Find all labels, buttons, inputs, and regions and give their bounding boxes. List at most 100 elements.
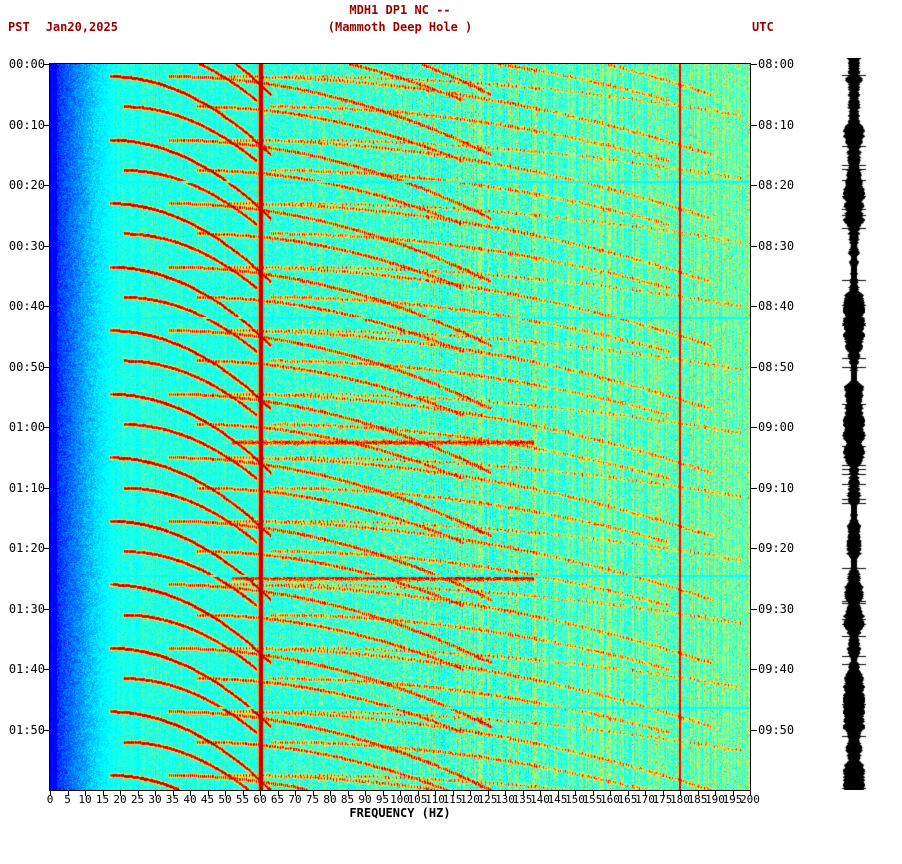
freq-tick-label: 110: [425, 793, 445, 806]
freq-tick-mark: [260, 791, 261, 796]
time-tick-mark-right: [751, 245, 757, 247]
freq-tick-mark: [417, 791, 419, 796]
freq-tick-mark: [557, 791, 559, 796]
time-tick-right-label: 09:40: [758, 662, 795, 676]
freq-tick-label: 85: [340, 793, 355, 806]
freq-tick-label: 0: [46, 793, 54, 806]
time-tick-mark-right: [751, 427, 757, 428]
time-tick-mark-right: [751, 366, 757, 368]
freq-tick-mark: [470, 791, 471, 796]
freq-tick-mark: [225, 791, 226, 796]
time-tick-mark-right: [751, 608, 757, 610]
time-tick-mark-right: [751, 729, 757, 731]
time-tick-mark-right: [751, 64, 757, 65]
freq-tick-mark: [400, 791, 401, 796]
time-tick-mark-left: [44, 245, 50, 247]
page-subtitle: (Mammoth Deep Hole ): [327, 20, 473, 34]
time-tick-right-label: 09:00: [758, 420, 795, 434]
freq-tick-mark: [575, 791, 576, 796]
freq-tick-label: 10: [78, 793, 92, 806]
time-tick-mark-left: [44, 366, 50, 368]
time-tick-mark-left: [44, 124, 50, 126]
freq-tick-label: 55: [235, 793, 250, 806]
time-tick-mark-left: [44, 185, 50, 186]
freq-tick-mark: [487, 791, 489, 796]
freq-tick-label: 50: [218, 793, 232, 806]
freq-tick-label: 160: [600, 793, 620, 806]
time-tick-mark-right: [751, 124, 757, 126]
freq-tick-label: 155: [582, 793, 603, 806]
time-tick-left-label: 00:10: [8, 117, 45, 132]
freq-tick-mark: [242, 791, 244, 796]
freq-tick-label: 100: [390, 793, 410, 806]
time-tick-mark-right: [751, 487, 757, 489]
freq-tick-mark: [120, 791, 121, 796]
freq-tick-label: 25: [130, 793, 145, 806]
time-tick-right-label: 09:20: [758, 541, 795, 555]
freq-tick-label: 5: [64, 793, 71, 806]
freq-tick-mark: [207, 791, 209, 796]
time-tick-right-label: 08:00: [758, 57, 795, 71]
freq-tick-mark: [67, 791, 69, 796]
freq-tick-label: 185: [687, 793, 708, 806]
freq-tick-mark: [592, 791, 594, 796]
freq-tick-label: 180: [670, 793, 690, 806]
freq-tick-mark: [172, 791, 174, 796]
freq-tick-label: 170: [635, 793, 655, 806]
time-tick-left-label: 00:20: [8, 178, 45, 192]
page-title: MDH1 DP1 NC --: [349, 3, 451, 17]
freq-tick-label: 95: [375, 793, 390, 806]
time-tick-left-label: 00:00: [8, 57, 45, 71]
freq-tick-label: 80: [323, 793, 337, 806]
time-tick-right-label: 09:30: [758, 601, 795, 616]
freq-tick-label: 195: [722, 793, 743, 806]
freq-tick-mark: [50, 791, 51, 796]
time-tick-left-label: 01:40: [8, 662, 45, 676]
freq-tick-mark: [365, 791, 366, 796]
freq-tick-mark: [540, 791, 541, 796]
freq-tick-label: 70: [288, 793, 302, 806]
freq-tick-mark: [697, 791, 699, 796]
freq-tick-mark: [645, 791, 646, 796]
freq-tick-mark: [610, 791, 611, 796]
time-tick-mark-left: [44, 669, 50, 670]
time-tick-mark-right: [751, 306, 757, 307]
time-tick-mark-left: [44, 608, 50, 610]
freq-tick-mark: [435, 791, 436, 796]
freq-tick-label: 15: [95, 793, 110, 806]
time-tick-right-label: 09:10: [758, 480, 795, 495]
freq-tick-label: 35: [165, 793, 180, 806]
freq-tick-mark: [382, 791, 384, 796]
time-tick-left-label: 01:30: [8, 601, 45, 616]
time-tick-right-label: 08:40: [758, 299, 795, 313]
freq-tick-label: 40: [183, 793, 197, 806]
time-tick-mark-right: [751, 185, 757, 186]
time-tick-right-label: 08:50: [758, 359, 795, 374]
amplitude-trace-strip: [840, 58, 868, 790]
freq-tick-label: 165: [617, 793, 638, 806]
freq-tick-label: 75: [305, 793, 320, 806]
time-tick-mark-left: [44, 306, 50, 307]
time-tick-right-label: 09:50: [758, 722, 795, 737]
timezone-left: PST Jan20,2025: [8, 20, 118, 34]
date-label: Jan20,2025: [45, 20, 118, 34]
frequency-axis-title: FREQUENCY (HZ): [349, 806, 451, 820]
freq-tick-label: 175: [652, 793, 673, 806]
freq-tick-label: 65: [270, 793, 285, 806]
freq-tick-label: 135: [512, 793, 533, 806]
freq-tick-label: 140: [530, 793, 550, 806]
freq-tick-label: 115: [442, 793, 463, 806]
time-tick-left-label: 00:40: [8, 299, 45, 313]
freq-tick-mark: [137, 791, 139, 796]
freq-tick-mark: [715, 791, 716, 796]
time-tick-right-label: 08:30: [758, 238, 795, 253]
time-tick-mark-right: [751, 548, 757, 549]
time-tick-left-label: 00:30: [8, 238, 45, 253]
freq-tick-mark: [750, 791, 751, 796]
time-tick-mark-right: [751, 669, 757, 670]
freq-tick-label: 145: [547, 793, 568, 806]
freq-tick-mark: [452, 791, 454, 796]
freq-tick-mark: [155, 791, 156, 796]
time-tick-mark-left: [44, 64, 50, 65]
